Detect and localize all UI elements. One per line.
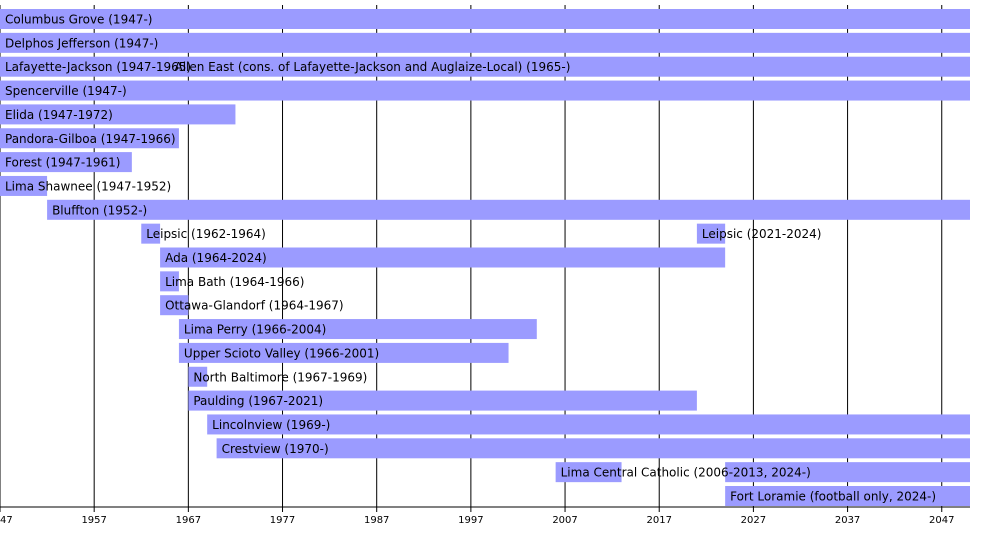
bar-label: Ottawa-Glandorf (1964-1967) (165, 299, 343, 313)
bar (178, 342, 509, 363)
bar (0, 80, 970, 101)
bar-label: Crestview (1970-) (222, 442, 329, 456)
labels: 1947 1957 1967 1977 1987 1997 2007 2017 2027 2037… (0, 13, 954, 527)
bar-label: Forest (1947-1961) (5, 156, 120, 170)
x-tick-label: 1987 (364, 515, 389, 526)
bar (169, 56, 971, 77)
bar (725, 486, 970, 506)
bar (0, 56, 170, 77)
bar (0, 128, 179, 149)
bar (141, 223, 161, 244)
bar (188, 390, 697, 411)
bar-label: Fort Loramie (football only, 2024-) (730, 490, 936, 504)
bars (0, 9, 971, 506)
x-tick-label: 1997 (458, 515, 483, 526)
x-tick-label: 2047 (929, 515, 954, 526)
bar-label: Allen East (cons. of Lafayette-Jackson a… (175, 60, 571, 74)
bar-label: Leipsic (1962-1964) (146, 227, 266, 241)
bar-label: Paulding (1967-2021) (193, 394, 323, 408)
bar-label: Spencerville (1947-) (5, 84, 127, 98)
bar-label: Leipsic (2021-2024) (702, 227, 822, 241)
bar (216, 438, 971, 459)
bar (555, 462, 622, 483)
x-tick-label: 1957 (81, 515, 106, 526)
bar-label: Lima Central Catholic (2006-2013, 2024-) (561, 466, 811, 480)
x-tick-label: 1967 (176, 515, 201, 526)
bar-label: Delphos Jefferson (1947-) (5, 36, 158, 50)
bar-label: Lima Bath (1964-1966) (165, 275, 304, 289)
x-tick-label: 1977 (270, 515, 295, 526)
bar-label: Columbus Grove (1947-) (5, 13, 152, 27)
bar (0, 9, 970, 29)
bar-label: Upper Scioto Valley (1966-2001) (184, 346, 379, 360)
x-tick-label: 2037 (835, 515, 860, 526)
bar (0, 175, 48, 196)
x-tick-label: 1947 (0, 515, 13, 526)
bar (725, 462, 970, 483)
bar-label: Ada (1964-2024) (165, 251, 267, 265)
bar-label: Lincolnview (1969-) (212, 418, 330, 432)
bar (160, 247, 726, 268)
x-tick-label: 2007 (552, 515, 577, 526)
bar (47, 199, 970, 220)
bar-label: Lima Shawnee (1947-1952) (5, 179, 171, 193)
bar (696, 223, 726, 244)
bar-label: Pandora-Gilboa (1947-1966) (5, 132, 176, 146)
bar-label: North Baltimore (1967-1969) (193, 370, 367, 384)
bar (0, 152, 132, 173)
bar (178, 319, 537, 340)
bar (188, 366, 208, 387)
bar-label: Lafayette-Jackson (1947-1965) (5, 60, 191, 74)
bar (160, 271, 179, 292)
bar-label: Elida (1947-1972) (5, 108, 113, 122)
bar-label: Lima Perry (1966-2004) (184, 323, 326, 337)
bar (160, 295, 189, 316)
x-tick-label: 2027 (741, 515, 766, 526)
bar (207, 414, 971, 435)
bar (0, 104, 236, 125)
bar-label: Bluffton (1952-) (52, 203, 147, 217)
x-tick-label: 2017 (646, 515, 671, 526)
bar (0, 32, 970, 53)
